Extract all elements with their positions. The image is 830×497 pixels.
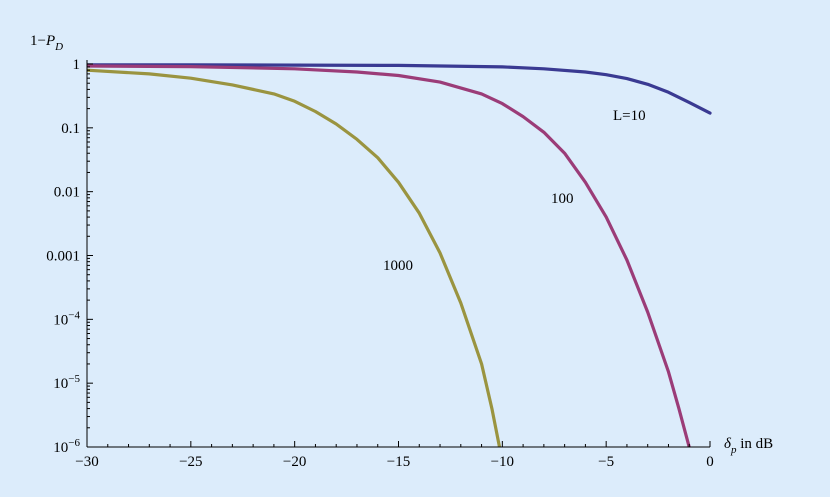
y-tick-label: 0.1 — [61, 121, 80, 137]
x-tick-label: −10 — [491, 454, 514, 470]
series-line-l100 — [87, 64, 691, 447]
x-tick-label: 0 — [706, 454, 714, 470]
x-tick-label: −15 — [387, 454, 410, 470]
y-tick-label: 0.01 — [54, 185, 80, 201]
y-tick-label: 1 — [73, 57, 81, 73]
y-axis-label-sub: D — [54, 41, 63, 53]
x-axis-label: δp in dB — [724, 436, 773, 456]
plot-lines — [87, 63, 712, 447]
x-tick-label: −30 — [75, 454, 98, 470]
series-label-l1000: 1000 — [383, 258, 413, 274]
y-tick-label: 10−5 — [53, 373, 80, 392]
axes: −30 −25 −20 −15 −10 −5 0 1 0.1 0.01 0.001 10−4 10−5 1… — [46, 57, 714, 470]
y-tick-label: 10−4 — [53, 309, 80, 328]
series-label-l100: 100 — [551, 191, 574, 207]
x-tick-label: −25 — [179, 454, 202, 470]
x-tick-label: −20 — [283, 454, 306, 470]
x-axis-label-rest: in dB — [736, 436, 773, 452]
y-axis-label-main: P — [45, 33, 55, 49]
y-tick-label: 0.001 — [46, 249, 80, 265]
y-tick-label: 10−6 — [53, 437, 80, 456]
x-axis-label-main: δ — [724, 436, 732, 452]
x-axis-label-sub: p — [730, 444, 737, 456]
series-line-l1000 — [87, 68, 502, 447]
x-tick-label: −5 — [598, 454, 614, 470]
y-axis-label-pre: 1− — [30, 33, 46, 49]
y-axis-label: 1−PD — [30, 33, 63, 53]
series-label-l10: L=10 — [613, 108, 646, 124]
series-line-l10 — [87, 63, 712, 115]
